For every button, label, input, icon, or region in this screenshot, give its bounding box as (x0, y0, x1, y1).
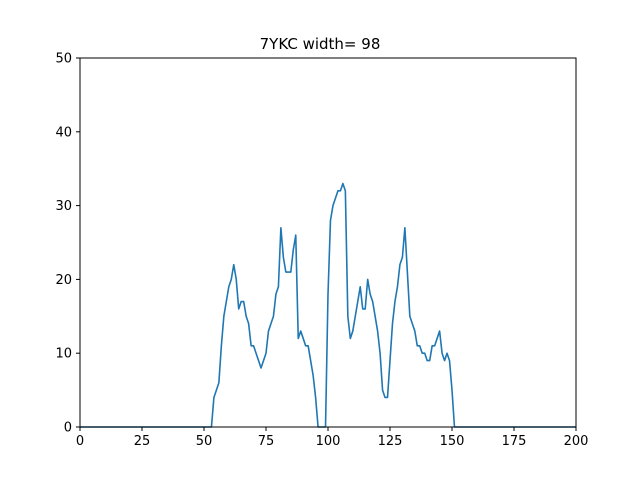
y-tick-label: 10 (55, 347, 72, 362)
chart-title: 7YKC width= 98 (260, 35, 381, 53)
series-line-0 (80, 182, 576, 428)
x-tick-label: 25 (134, 434, 151, 449)
y-tick-label: 20 (55, 273, 72, 288)
x-tick-label: 75 (258, 434, 275, 449)
x-tick-label: 200 (564, 434, 589, 449)
x-tick-label: 175 (502, 434, 527, 449)
plot-area: 0 25 50 75 100 125 150 175 200 0 10 20 30 40 50 (55, 52, 588, 450)
x-tick-label: 125 (378, 434, 403, 449)
y-tick-label: 50 (55, 52, 72, 67)
x-tick-label: 150 (440, 434, 465, 449)
y-tick-label: 30 (55, 199, 72, 214)
x-tick-label: 100 (316, 434, 341, 449)
x-tick-label: 0 (76, 434, 84, 449)
y-tick-label: 40 (55, 125, 72, 140)
x-tick-label: 50 (196, 434, 213, 449)
y-tick-label: 0 (64, 421, 72, 436)
axes-frame (79, 57, 577, 428)
